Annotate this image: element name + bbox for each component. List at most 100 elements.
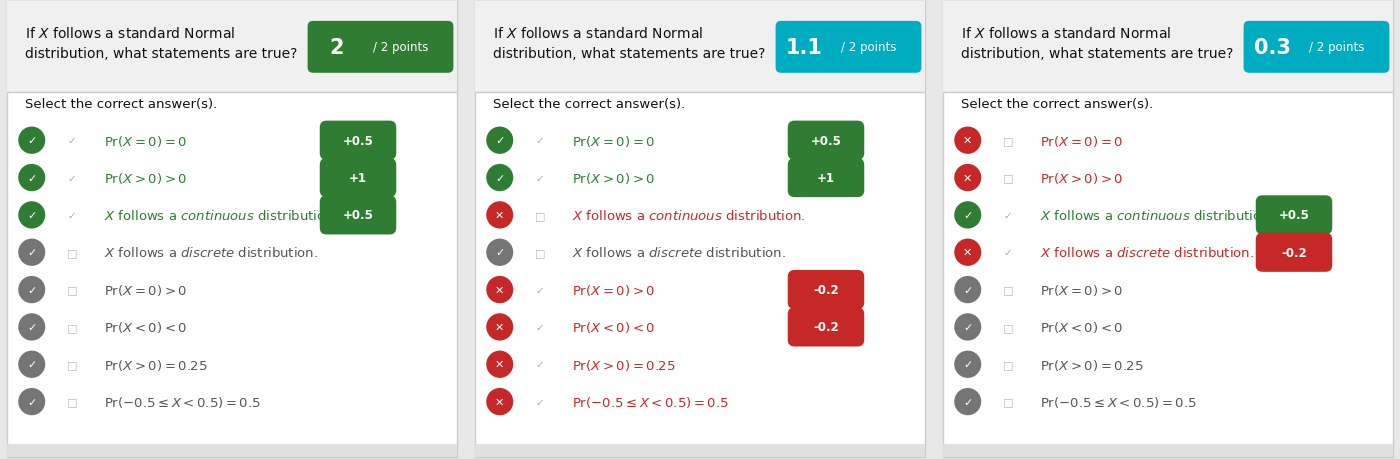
Text: ✕: ✕ [496, 285, 504, 295]
Text: ✓: ✓ [536, 322, 545, 332]
Text: $\mathrm{Pr}(X = 0) > 0$: $\mathrm{Pr}(X = 0) > 0$ [104, 282, 188, 297]
Text: ✓: ✓ [27, 397, 36, 407]
Circle shape [955, 239, 981, 266]
Text: $\mathrm{Pr}(X < 0) < 0$: $\mathrm{Pr}(X < 0) < 0$ [571, 320, 655, 335]
Circle shape [486, 164, 514, 192]
Text: Select the correct answer(s).: Select the correct answer(s). [493, 98, 685, 111]
Text: $\mathrm{Pr}(X = 0) = 0$: $\mathrm{Pr}(X = 0) = 0$ [571, 134, 655, 148]
FancyBboxPatch shape [1256, 196, 1333, 235]
Text: ✕: ✕ [496, 210, 504, 220]
FancyBboxPatch shape [944, 2, 1393, 457]
Text: ✓: ✓ [963, 322, 973, 332]
Text: $\mathrm{Pr}(X < 0) < 0$: $\mathrm{Pr}(X < 0) < 0$ [1040, 320, 1123, 335]
Text: $X$ follows a $\mathit{discrete}$ distribution.: $X$ follows a $\mathit{discrete}$ distri… [1040, 246, 1254, 260]
Circle shape [486, 239, 514, 266]
Text: If $X$ follows a standard Normal
distribution, what statements are true?: If $X$ follows a standard Normal distrib… [25, 26, 297, 61]
FancyBboxPatch shape [7, 444, 456, 457]
Text: +0.5: +0.5 [1278, 209, 1309, 222]
Circle shape [18, 164, 45, 192]
Text: -0.2: -0.2 [813, 321, 839, 334]
Circle shape [486, 351, 514, 378]
FancyBboxPatch shape [308, 22, 454, 73]
Circle shape [955, 276, 981, 303]
Circle shape [955, 164, 981, 192]
FancyBboxPatch shape [1256, 233, 1333, 272]
Text: ✕: ✕ [496, 359, 504, 369]
Text: $\mathrm{Pr}(X > 0) > 0$: $\mathrm{Pr}(X > 0) > 0$ [571, 171, 655, 185]
Text: ✓: ✓ [963, 397, 973, 407]
Text: ✓: ✓ [67, 210, 77, 220]
Text: $\mathrm{Pr}(-0.5 \leq X < 0.5) = 0.5$: $\mathrm{Pr}(-0.5 \leq X < 0.5) = 0.5$ [104, 394, 260, 409]
Text: +1: +1 [818, 172, 834, 185]
FancyBboxPatch shape [7, 2, 456, 457]
Text: ✓: ✓ [27, 322, 36, 332]
Text: □: □ [1002, 136, 1014, 146]
Text: ✓: ✓ [1004, 210, 1012, 220]
FancyBboxPatch shape [475, 444, 925, 457]
Text: ✓: ✓ [536, 285, 545, 295]
Text: $\mathrm{Pr}(X = 0) = 0$: $\mathrm{Pr}(X = 0) = 0$ [1040, 134, 1123, 148]
Circle shape [18, 388, 45, 415]
Text: 2: 2 [329, 38, 343, 58]
Text: ✓: ✓ [27, 210, 36, 220]
FancyBboxPatch shape [788, 308, 864, 347]
Text: +0.5: +0.5 [343, 209, 374, 222]
Text: $X$ follows a $\mathit{continuous}$ distribution.: $X$ follows a $\mathit{continuous}$ dist… [571, 208, 805, 223]
FancyBboxPatch shape [319, 196, 396, 235]
Circle shape [486, 127, 514, 155]
Circle shape [955, 351, 981, 378]
FancyBboxPatch shape [788, 270, 864, 309]
Text: +1: +1 [349, 172, 367, 185]
FancyBboxPatch shape [475, 2, 925, 93]
Circle shape [18, 351, 45, 378]
Circle shape [486, 276, 514, 303]
Text: ✕: ✕ [496, 397, 504, 407]
Text: -0.2: -0.2 [1281, 246, 1306, 259]
Text: $\mathrm{Pr}(X > 0) > 0$: $\mathrm{Pr}(X > 0) > 0$ [1040, 171, 1123, 185]
Text: ✓: ✓ [963, 359, 973, 369]
Text: ✓: ✓ [536, 136, 545, 146]
Text: ✓: ✓ [536, 359, 545, 369]
FancyBboxPatch shape [776, 22, 921, 73]
Text: □: □ [1002, 322, 1014, 332]
Text: ✓: ✓ [963, 285, 973, 295]
Text: -0.2: -0.2 [813, 284, 839, 297]
Circle shape [18, 276, 45, 303]
FancyBboxPatch shape [788, 121, 864, 161]
Circle shape [18, 313, 45, 341]
Circle shape [18, 239, 45, 266]
Circle shape [955, 202, 981, 229]
Text: □: □ [1002, 173, 1014, 183]
Text: ✓: ✓ [496, 136, 504, 146]
Text: ✓: ✓ [27, 359, 36, 369]
FancyBboxPatch shape [944, 444, 1393, 457]
Circle shape [18, 202, 45, 229]
Text: ✕: ✕ [963, 136, 973, 146]
Circle shape [486, 202, 514, 229]
FancyBboxPatch shape [319, 121, 396, 161]
Text: ✕: ✕ [496, 322, 504, 332]
Text: If $X$ follows a standard Normal
distribution, what statements are true?: If $X$ follows a standard Normal distrib… [493, 26, 766, 61]
Text: □: □ [1002, 285, 1014, 295]
Text: ✓: ✓ [963, 210, 973, 220]
Text: ✕: ✕ [963, 248, 973, 257]
Text: ✓: ✓ [536, 397, 545, 407]
Text: □: □ [67, 359, 77, 369]
Text: $\mathrm{Pr}(X > 0) = 0.25$: $\mathrm{Pr}(X > 0) = 0.25$ [1040, 357, 1144, 372]
Text: □: □ [67, 322, 77, 332]
Text: □: □ [535, 248, 546, 257]
FancyBboxPatch shape [944, 2, 1393, 93]
Text: / 2 points: / 2 points [841, 41, 896, 54]
FancyBboxPatch shape [7, 2, 456, 93]
Text: $\mathrm{Pr}(X < 0) < 0$: $\mathrm{Pr}(X < 0) < 0$ [104, 320, 188, 335]
Text: Select the correct answer(s).: Select the correct answer(s). [960, 98, 1154, 111]
Circle shape [955, 313, 981, 341]
FancyBboxPatch shape [475, 2, 925, 457]
Circle shape [486, 313, 514, 341]
Text: 0.3: 0.3 [1254, 38, 1291, 58]
Text: □: □ [535, 210, 546, 220]
Text: $X$ follows a $\mathit{continuous}$ distribution.: $X$ follows a $\mathit{continuous}$ dist… [1040, 208, 1274, 223]
Text: $X$ follows a $\mathit{continuous}$ distribution.: $X$ follows a $\mathit{continuous}$ dist… [104, 208, 337, 223]
Text: ✓: ✓ [27, 136, 36, 146]
Text: ✓: ✓ [496, 248, 504, 257]
